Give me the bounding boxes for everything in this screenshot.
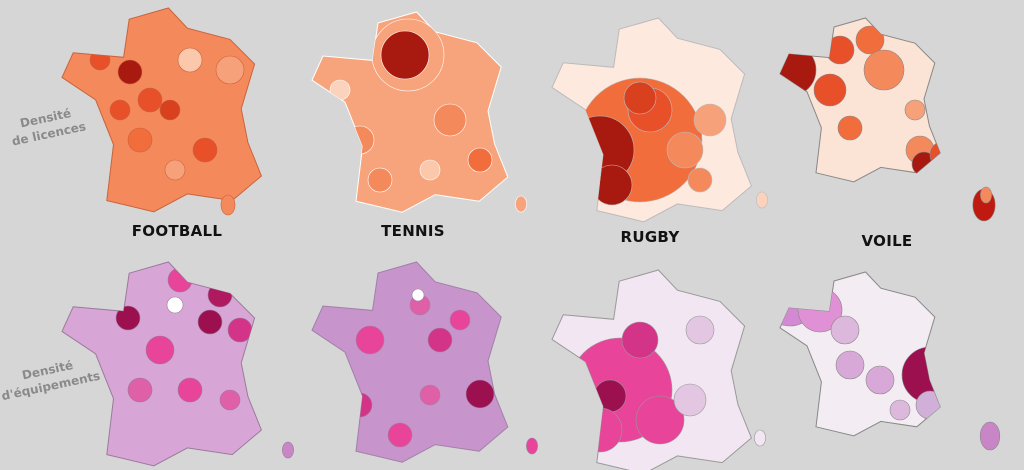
map-region: [467, 147, 493, 173]
map-region: [177, 377, 203, 403]
sport-label: VOILE: [862, 232, 913, 250]
map-region: [889, 399, 911, 421]
corsica: [282, 441, 294, 459]
corsica: [754, 429, 766, 447]
map-region: [355, 325, 385, 355]
map: [61, 7, 262, 216]
map-region: [387, 422, 413, 448]
map-region: [177, 47, 203, 73]
map: [311, 11, 527, 213]
map: [551, 17, 768, 223]
map-region: [192, 137, 218, 163]
map: [779, 271, 1001, 451]
map-region: [380, 30, 430, 80]
map-region: [855, 25, 885, 55]
map-region: [830, 315, 860, 345]
map: [779, 17, 996, 222]
map-region: [623, 81, 657, 115]
map-region: [427, 327, 453, 353]
map: [311, 261, 538, 463]
sport-label: TENNIS: [381, 222, 445, 240]
map-region: [117, 59, 143, 85]
corsica: [979, 421, 1001, 451]
map-region: [685, 315, 715, 345]
map-region: [145, 335, 175, 365]
map-region: [449, 309, 471, 331]
map-region: [687, 167, 713, 193]
map-region: [465, 379, 495, 409]
map-regions: [89, 47, 245, 181]
map-region: [835, 350, 865, 380]
map-region: [813, 73, 847, 107]
corsica: [526, 437, 538, 455]
corsica: [756, 191, 768, 209]
map-region: [197, 309, 223, 335]
map-region: [863, 49, 905, 91]
map-region: [673, 383, 707, 417]
map-region: [666, 131, 704, 169]
map-region: [115, 305, 141, 331]
map-region: [127, 377, 153, 403]
map-region: [227, 317, 253, 343]
map-region: [166, 296, 184, 314]
map-region: [419, 384, 441, 406]
map-region: [219, 389, 241, 411]
map-region: [635, 395, 685, 445]
map-region: [411, 288, 425, 302]
map-region: [159, 99, 181, 121]
map-region: [215, 55, 245, 85]
map-regions: [329, 18, 493, 193]
map-region: [433, 103, 467, 137]
map-region: [693, 103, 727, 137]
map-region: [137, 87, 163, 113]
map-region: [865, 365, 895, 395]
map-region: [127, 127, 153, 153]
corsica: [515, 195, 527, 213]
corsica: [220, 194, 236, 216]
map-region: [419, 159, 441, 181]
map-region: [621, 321, 659, 359]
map-region: [109, 99, 131, 121]
map-region: [367, 167, 393, 193]
corsica: [980, 186, 992, 204]
map-region: [904, 99, 926, 121]
map-region: [837, 115, 863, 141]
sport-label: RUGBY: [620, 228, 680, 246]
map-outline: [311, 11, 509, 213]
sport-label: FOOTBALL: [132, 222, 223, 240]
map-region: [164, 159, 186, 181]
